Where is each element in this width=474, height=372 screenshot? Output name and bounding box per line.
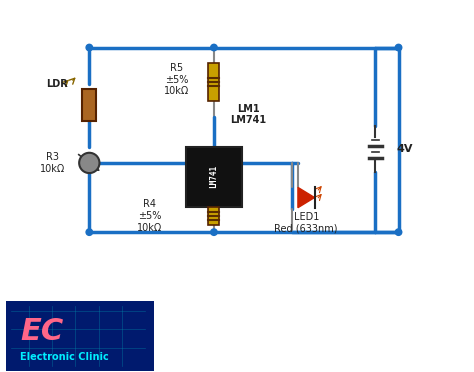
Circle shape: [395, 229, 402, 235]
Text: R5
±5%
10kΩ: R5 ±5% 10kΩ: [164, 63, 190, 96]
Text: LM741: LM741: [210, 165, 219, 188]
Text: R4
±5%
10kΩ: R4 ±5% 10kΩ: [137, 199, 162, 232]
Circle shape: [210, 229, 217, 235]
Text: Electronic Clinic: Electronic Clinic: [20, 352, 109, 362]
Circle shape: [79, 153, 100, 173]
Text: R3
10kΩ: R3 10kΩ: [40, 152, 65, 174]
Bar: [209, 207, 219, 225]
Text: EC: EC: [20, 317, 64, 346]
Circle shape: [395, 44, 402, 51]
Text: LED1
Red (633nm): LED1 Red (633nm): [274, 212, 338, 234]
Bar: [82, 89, 96, 121]
FancyBboxPatch shape: [186, 147, 242, 207]
Polygon shape: [298, 187, 315, 208]
Circle shape: [210, 44, 217, 51]
Text: 4V: 4V: [396, 144, 413, 154]
Bar: [6, 301, 154, 371]
Circle shape: [86, 229, 92, 235]
Text: LM1
LM741: LM1 LM741: [230, 104, 266, 125]
Circle shape: [86, 44, 92, 51]
Text: LDR: LDR: [46, 80, 68, 89]
Bar: [209, 63, 219, 101]
